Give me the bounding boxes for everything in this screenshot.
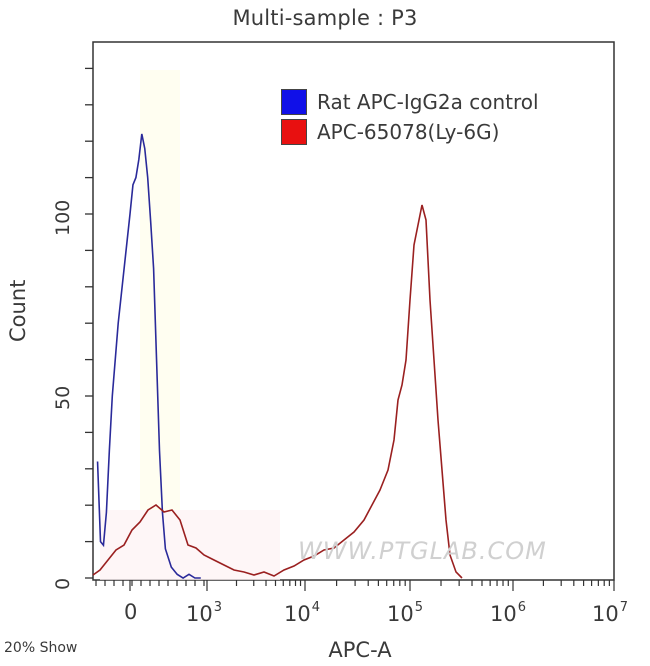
legend-item-sample: APC-65078(Ly-6G) (281, 117, 539, 147)
sample-histogram (92, 204, 463, 579)
ytick-label-100: 100 (52, 199, 74, 236)
xtick-label-1e6: 106 (490, 600, 527, 626)
xtick-label-1e3: 103 (186, 600, 223, 626)
y-axis-ticks (85, 67, 93, 579)
legend: Rat APC-IgG2a control APC-65078(Ly-6G) (281, 87, 539, 147)
x-axis-ticks (95, 580, 615, 591)
xtick-label-0: 0 (124, 600, 138, 624)
ytick-label-0: 0 (52, 577, 74, 590)
legend-swatch-blue (281, 89, 307, 115)
watermark: WWW.PTGLAB.COM (298, 537, 547, 565)
legend-item-control: Rat APC-IgG2a control (281, 87, 539, 117)
xtick-label-1e7: 107 (592, 600, 629, 626)
plot-frame (92, 41, 615, 581)
control-histogram (96, 133, 201, 579)
x-axis-label: APC-A (328, 638, 392, 662)
y-axis-label: Count (6, 279, 30, 342)
zoom-status: 20% Show (4, 640, 78, 656)
legend-swatch-red (281, 119, 307, 145)
chart-title: Multi-sample : P3 (232, 6, 418, 30)
ytick-label-50: 50 (52, 385, 74, 410)
xtick-label-1e5: 105 (387, 600, 424, 626)
xtick-label-1e4: 104 (284, 600, 321, 626)
